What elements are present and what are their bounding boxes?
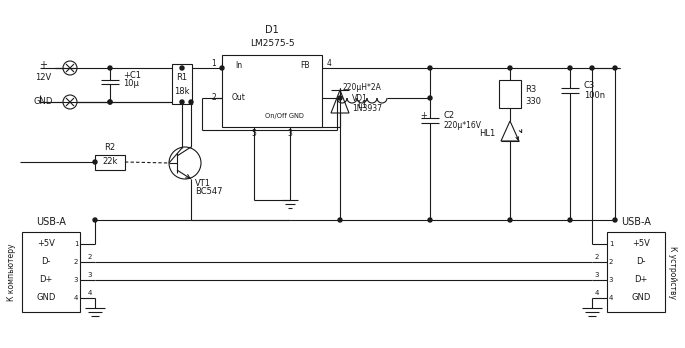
Circle shape	[180, 100, 184, 104]
Bar	[607, 232, 665, 312]
Text: +C1: +C1	[123, 71, 141, 80]
Text: 1: 1	[211, 58, 216, 68]
Text: 4: 4	[88, 290, 92, 296]
Circle shape	[428, 66, 432, 70]
Text: GND: GND	[36, 293, 55, 302]
Text: 4: 4	[327, 58, 332, 68]
Circle shape	[508, 218, 512, 222]
Text: +5V: +5V	[37, 239, 55, 248]
Text: +: +	[39, 60, 47, 70]
Text: R3: R3	[525, 86, 536, 95]
Circle shape	[189, 100, 193, 104]
Text: D-: D-	[636, 258, 646, 267]
Bar	[95, 155, 125, 170]
Text: USB-A: USB-A	[621, 217, 651, 227]
Circle shape	[568, 66, 572, 70]
Text: 4: 4	[609, 295, 613, 301]
Text: VD1: VD1	[352, 94, 368, 103]
Text: +5V: +5V	[632, 239, 650, 248]
Circle shape	[428, 218, 432, 222]
Text: 3: 3	[74, 277, 78, 283]
Text: GND: GND	[632, 293, 651, 302]
Text: HL1: HL1	[479, 128, 495, 137]
Text: 18k: 18k	[174, 87, 190, 96]
Text: 3: 3	[609, 277, 613, 283]
Text: VT1: VT1	[195, 179, 211, 188]
Text: 2: 2	[88, 254, 92, 260]
Text: LM2575-5: LM2575-5	[250, 39, 295, 47]
Text: 4: 4	[74, 295, 78, 301]
Text: 330: 330	[525, 96, 541, 105]
Text: BC547: BC547	[195, 188, 223, 197]
Circle shape	[108, 66, 112, 70]
Bar	[499, 80, 521, 108]
Text: USB-A: USB-A	[36, 217, 66, 227]
Text: D+: D+	[39, 276, 53, 285]
Text: 100n: 100n	[584, 92, 605, 101]
Circle shape	[428, 96, 432, 100]
Bar	[172, 64, 192, 104]
Text: К компьютеру: К компьютеру	[8, 243, 16, 301]
Text: 12V: 12V	[35, 73, 51, 82]
Bar	[22, 232, 80, 312]
Text: L1: L1	[357, 102, 367, 111]
Text: 2: 2	[211, 94, 216, 103]
Text: 4: 4	[595, 290, 599, 296]
Text: 1N3937: 1N3937	[352, 104, 382, 113]
Circle shape	[613, 66, 617, 70]
Text: 1: 1	[74, 241, 78, 247]
Text: 2: 2	[595, 254, 599, 260]
Text: 1: 1	[609, 241, 613, 247]
Circle shape	[180, 66, 184, 70]
Circle shape	[613, 218, 617, 222]
Circle shape	[93, 160, 97, 164]
Text: 10μ: 10μ	[123, 79, 139, 88]
Text: R2: R2	[104, 143, 116, 152]
Text: 22k: 22k	[102, 158, 118, 166]
Text: 2: 2	[609, 259, 613, 265]
Circle shape	[338, 218, 342, 222]
Circle shape	[93, 218, 97, 222]
Circle shape	[590, 66, 594, 70]
Text: 2: 2	[74, 259, 78, 265]
Text: GND: GND	[34, 97, 53, 106]
Text: 3: 3	[88, 272, 92, 278]
Text: C2: C2	[444, 111, 455, 120]
Text: 3: 3	[288, 129, 292, 139]
Text: D-: D-	[41, 258, 51, 267]
Text: On/Off GND: On/Off GND	[264, 113, 303, 119]
Bar	[222, 55, 322, 127]
Text: In: In	[236, 61, 242, 70]
Text: 5: 5	[251, 129, 256, 139]
Text: Out: Out	[232, 94, 246, 103]
Text: FB: FB	[300, 61, 310, 70]
Text: +: +	[420, 111, 427, 120]
Text: 220μH*2A: 220μH*2A	[342, 84, 382, 93]
Text: D1: D1	[265, 25, 279, 35]
Text: R1: R1	[177, 73, 188, 82]
Circle shape	[568, 218, 572, 222]
Text: 220μ*16V: 220μ*16V	[444, 121, 482, 130]
Text: C3: C3	[584, 81, 595, 90]
Circle shape	[108, 100, 112, 104]
Text: 3: 3	[595, 272, 599, 278]
Circle shape	[338, 96, 342, 100]
Circle shape	[220, 66, 224, 70]
Text: К устройству: К устройству	[669, 245, 677, 299]
Circle shape	[108, 100, 112, 104]
Text: D+: D+	[634, 276, 648, 285]
Circle shape	[508, 66, 512, 70]
